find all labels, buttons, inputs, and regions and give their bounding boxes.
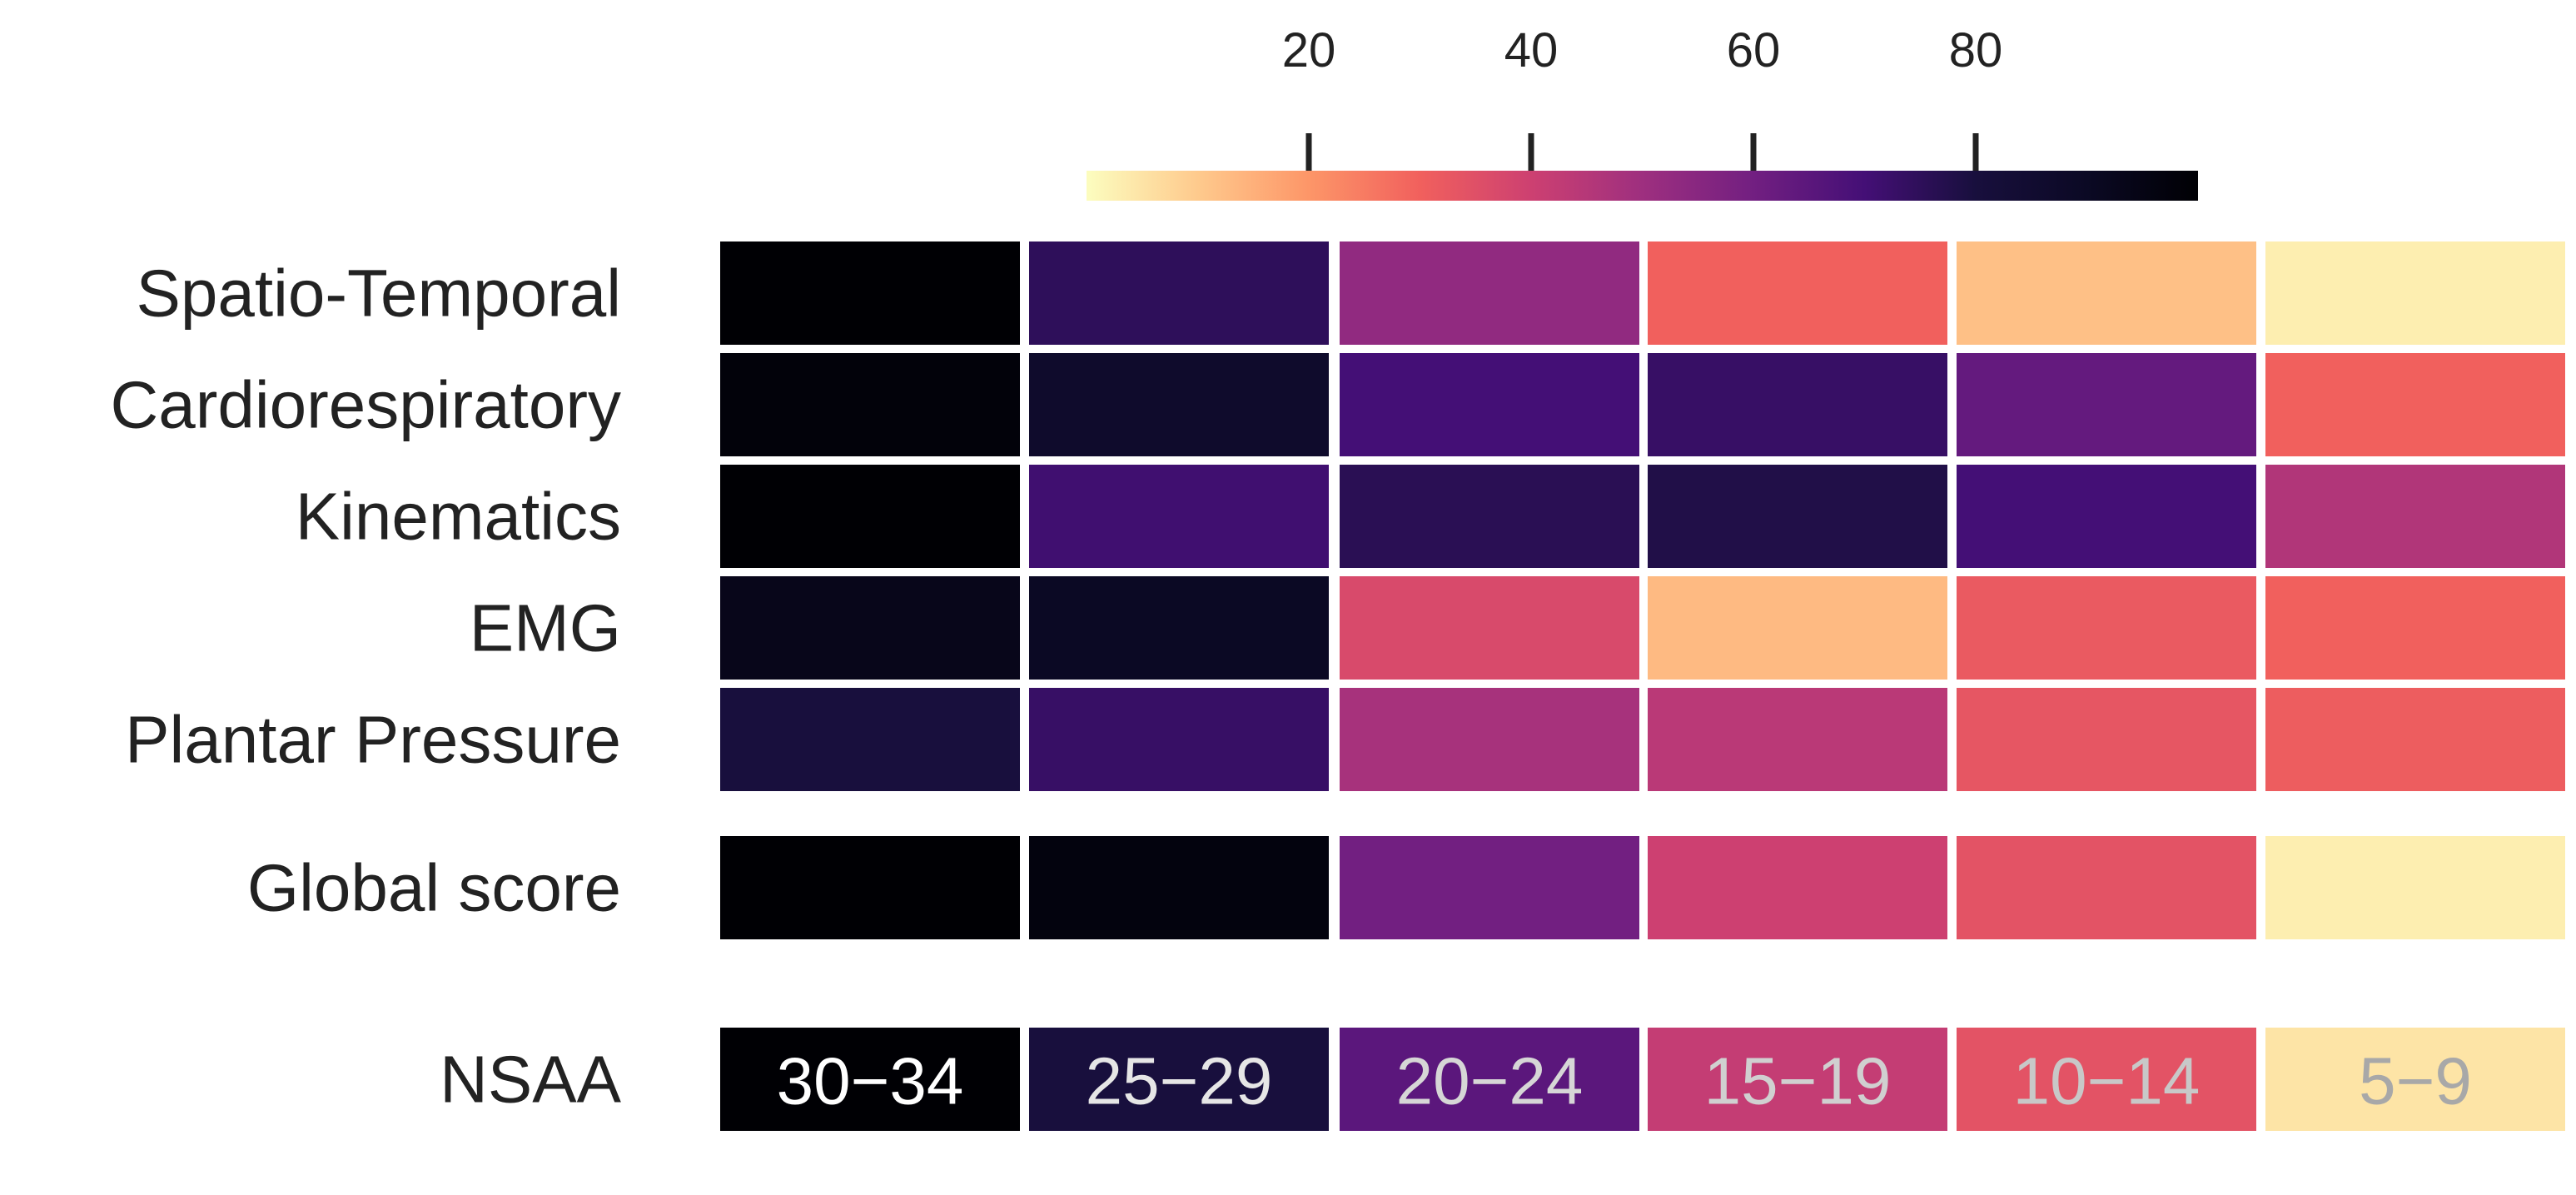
heatmap-cell: [2265, 241, 2565, 345]
cell-annotation: 5−9: [2359, 1044, 2472, 1118]
heatmap-cell: [1957, 688, 2256, 791]
row-label: Kinematics: [296, 480, 621, 554]
heatmap-cell: [1648, 688, 1947, 791]
heatmap-cells: 30−34 25−29 20−24 15−19 10−14 5−9: [720, 241, 2565, 1131]
colorbar-tick-label: 60: [1727, 23, 1781, 77]
colorbar-gradient: [1087, 171, 2198, 201]
heatmap-cell: [1648, 1028, 1947, 1131]
colorbar: 20 40 60 80: [1087, 23, 2198, 201]
heatmap-cell: [1957, 576, 2256, 680]
heatmap-cell: [2265, 576, 2565, 680]
heatmap-cell: [2265, 688, 2565, 791]
heatmap-cell: [1340, 241, 1639, 345]
heatmap-cell: [1340, 836, 1639, 939]
heatmap-cell: [1029, 1028, 1329, 1131]
heatmap-cell: [1957, 241, 2256, 345]
heatmap-cell: [1029, 836, 1329, 939]
heatmap-cell: [720, 836, 1020, 939]
cell-annotation: 10−14: [2013, 1044, 2201, 1118]
row-label: Cardiorespiratory: [110, 368, 621, 442]
heatmap-cell: [1029, 241, 1329, 345]
heatmap-cell: [2265, 1028, 2565, 1131]
cell-annotation: 15−19: [1704, 1044, 1892, 1118]
row-label: Plantar Pressure: [125, 703, 621, 777]
cell-annotation: 25−29: [1086, 1044, 1273, 1118]
heatmap-cell: [1957, 1028, 2256, 1131]
cell-annotation: 20−24: [1396, 1044, 1584, 1118]
heatmap-cell: [1957, 353, 2256, 456]
colorbar-tick-label: 40: [1504, 23, 1559, 77]
heatmap-cell: [720, 241, 1020, 345]
row-labels: Spatio-Temporal Cardiorespiratory Kinemati…: [110, 256, 621, 1117]
row-label: Global score: [247, 851, 621, 925]
heatmap-cell: [1029, 353, 1329, 456]
heatmap-cell: [720, 576, 1020, 680]
heatmap-cell: [1648, 576, 1947, 680]
colorbar-tick-label: 80: [1949, 23, 2003, 77]
heatmap-cell: [2265, 353, 2565, 456]
heatmap-cell: [1648, 241, 1947, 345]
heatmap-cell: [1648, 465, 1947, 568]
heatmap-cell: [720, 688, 1020, 791]
row-label: Spatio-Temporal: [137, 256, 622, 331]
heatmap-cell: [1029, 576, 1329, 680]
heatmap-cell: [2265, 465, 2565, 568]
heatmap-cell: [1648, 836, 1947, 939]
heatmap-cell: [1029, 688, 1329, 791]
heatmap-cell: [1648, 353, 1947, 456]
heatmap-cell: [1340, 1028, 1639, 1131]
heatmap-cell: [1029, 465, 1329, 568]
row-label: EMG: [470, 591, 621, 665]
cell-annotation: 30−34: [777, 1044, 964, 1118]
heatmap-cell: [720, 353, 1020, 456]
heatmap-cell: [1957, 465, 2256, 568]
heatmap-cell: [1340, 576, 1639, 680]
heatmap-cell: [720, 465, 1020, 568]
row-label: NSAA: [440, 1043, 621, 1117]
heatmap-cell: [2265, 836, 2565, 939]
heatmap-cell: [1340, 353, 1639, 456]
heatmap-cell: [1340, 465, 1639, 568]
heatmap-cell: [1957, 836, 2256, 939]
colorbar-tick-label: 20: [1282, 23, 1336, 77]
heatmap-cell: [720, 1028, 1020, 1131]
heatmap-cell: [1340, 688, 1639, 791]
